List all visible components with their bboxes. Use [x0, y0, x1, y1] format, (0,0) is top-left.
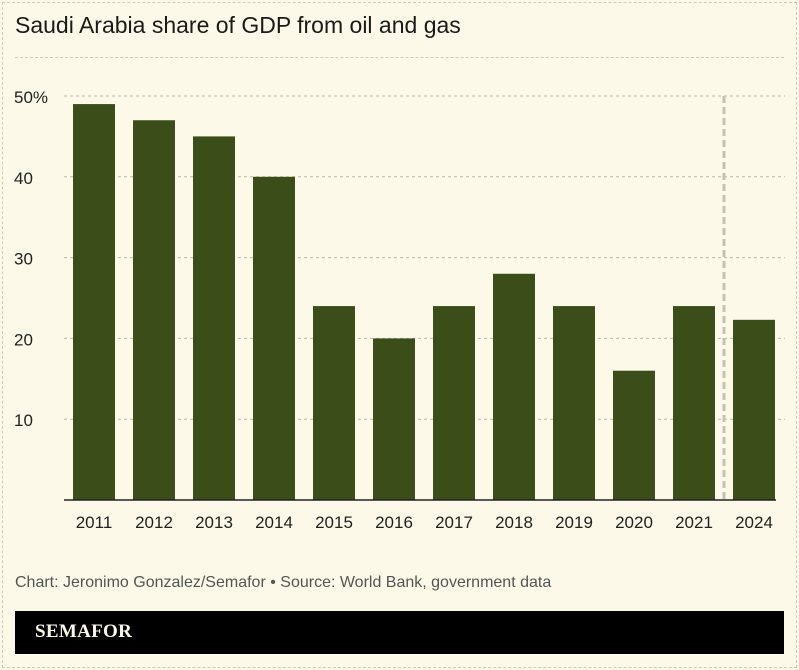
bar-2019: [553, 306, 595, 500]
bar-2014: [253, 176, 295, 501]
x-tick-label: 2024: [735, 513, 773, 532]
x-tick-label: 2015: [315, 513, 353, 532]
title-divider: [15, 57, 784, 58]
bar-2020: [613, 370, 655, 500]
chart-credit: Chart: Jeronimo Gonzalez/Semafor • Sourc…: [15, 574, 552, 591]
x-tick-label: 2018: [495, 513, 533, 532]
bar-chart: 10 20 30 40 50% 2011 2012 2013 2014 2015 2016 2017 2…: [14, 88, 785, 532]
bar-2012: [133, 120, 175, 501]
x-tick-label: 2019: [555, 513, 593, 532]
bar-2016: [373, 338, 415, 500]
x-tick-label: 2017: [435, 513, 473, 532]
y-tick-label: 40: [14, 169, 33, 188]
bar-2011: [73, 104, 115, 500]
y-tick-label: 10: [14, 411, 33, 430]
y-tick-label: 20: [14, 330, 33, 349]
bar-2015: [313, 306, 355, 500]
x-tick-label: 2011: [76, 513, 113, 532]
bar-2013: [193, 136, 235, 500]
x-tick-label: 2014: [255, 513, 293, 532]
bar-2017: [433, 306, 475, 500]
chart-title: Saudi Arabia share of GDP from oil and g…: [15, 12, 461, 38]
x-tick-label: 2021: [675, 513, 713, 532]
x-tick-label: 2016: [375, 513, 413, 532]
semafor-logo: SEMAFOR: [35, 621, 133, 642]
y-tick-label: 50%: [14, 88, 48, 107]
x-tick-label: 2013: [195, 513, 233, 532]
bar-2018: [493, 273, 535, 500]
footer-bar: SEMAFOR: [15, 611, 784, 654]
bar-2024: [733, 319, 775, 500]
y-tick-label: 30: [14, 250, 33, 269]
bar-2021: [673, 306, 715, 500]
x-tick-label: 2012: [135, 513, 173, 532]
x-tick-label: 2020: [615, 513, 653, 532]
